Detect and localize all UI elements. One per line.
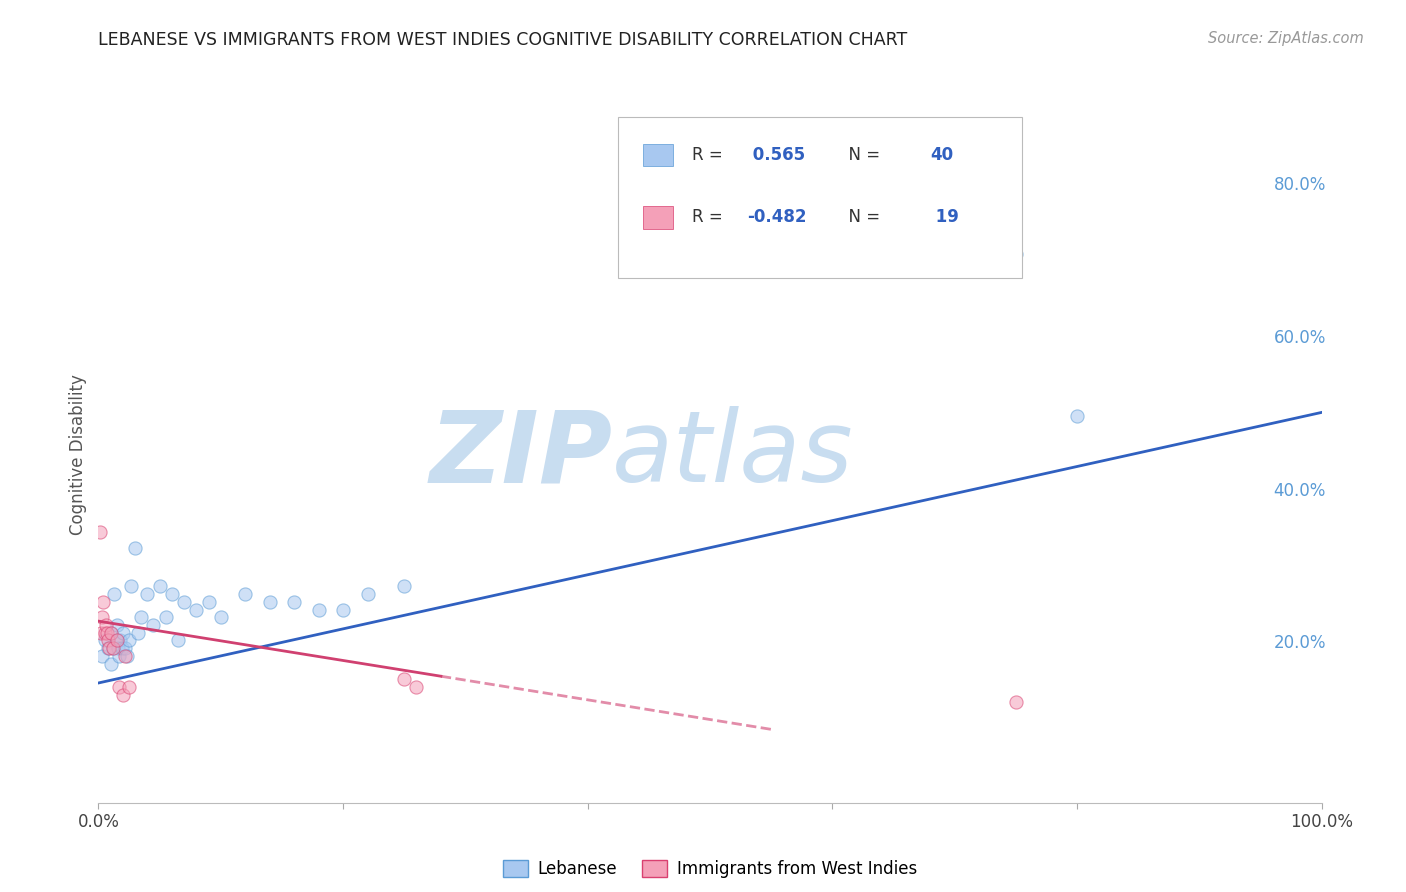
Point xyxy=(214,611,236,625)
Point xyxy=(181,611,204,625)
Point xyxy=(186,680,209,694)
Point xyxy=(186,634,208,648)
Point xyxy=(167,619,190,633)
Point xyxy=(179,581,201,595)
Point xyxy=(167,641,190,656)
Text: N =: N = xyxy=(835,145,883,163)
Text: -0.482: -0.482 xyxy=(754,207,813,225)
Text: 0.565: 0.565 xyxy=(754,145,811,163)
Point xyxy=(170,619,193,633)
Text: Source: ZipAtlas.com: Source: ZipAtlas.com xyxy=(1208,31,1364,46)
Point xyxy=(173,626,195,640)
Point xyxy=(197,535,219,549)
Text: 19: 19 xyxy=(917,207,946,225)
FancyBboxPatch shape xyxy=(638,118,998,276)
Point xyxy=(208,581,231,595)
Point xyxy=(225,604,247,618)
Y-axis label: Cognitive Disability: Cognitive Disability xyxy=(69,370,87,531)
Point xyxy=(981,688,1004,702)
Point xyxy=(200,619,222,633)
Point xyxy=(405,581,427,595)
Point xyxy=(188,634,211,648)
Point xyxy=(240,589,263,603)
Text: ZIP: ZIP xyxy=(450,402,633,499)
Point xyxy=(174,634,197,648)
Text: atlas: atlas xyxy=(633,402,875,499)
FancyBboxPatch shape xyxy=(661,205,688,227)
Point xyxy=(981,245,1004,260)
Point xyxy=(188,641,211,656)
Point xyxy=(194,573,217,587)
Text: 40: 40 xyxy=(917,145,939,163)
Point xyxy=(172,611,194,625)
Point xyxy=(177,634,200,648)
Point xyxy=(186,619,209,633)
Point xyxy=(219,573,242,587)
Point xyxy=(235,626,257,640)
Text: R =: R = xyxy=(704,145,740,163)
Text: R =: R = xyxy=(704,207,740,225)
Point xyxy=(176,649,198,664)
Point xyxy=(169,589,191,603)
Legend: Lebanese, Immigrants from West Indies: Lebanese, Immigrants from West Indies xyxy=(506,843,935,875)
Point xyxy=(360,596,382,610)
Point xyxy=(437,573,460,587)
Point xyxy=(252,596,274,610)
Point xyxy=(183,641,205,656)
Point xyxy=(167,604,190,618)
Point xyxy=(170,626,193,640)
Point xyxy=(181,626,204,640)
Point xyxy=(191,673,214,687)
Point xyxy=(176,619,198,633)
Point xyxy=(177,634,200,648)
Point xyxy=(318,589,340,603)
Point xyxy=(263,589,285,603)
Point xyxy=(191,626,214,640)
Text: LEBANESE VS IMMIGRANTS FROM WEST INDIES COGNITIVE DISABILITY CORRELATION CHART: LEBANESE VS IMMIGRANTS FROM WEST INDIES … xyxy=(98,31,908,49)
Point xyxy=(1036,405,1059,419)
Point xyxy=(231,581,253,595)
Point xyxy=(437,665,460,679)
Point xyxy=(339,589,361,603)
Point xyxy=(183,673,205,687)
Point xyxy=(295,581,318,595)
Point xyxy=(181,626,204,640)
Point xyxy=(274,604,297,618)
FancyBboxPatch shape xyxy=(661,143,688,165)
Point xyxy=(172,619,194,633)
Point xyxy=(176,619,198,633)
Point xyxy=(447,673,470,687)
Point xyxy=(166,520,188,534)
Point xyxy=(184,626,207,640)
Point xyxy=(181,634,204,648)
Point xyxy=(190,641,212,656)
Text: N =: N = xyxy=(835,207,883,225)
Point xyxy=(382,596,405,610)
Point xyxy=(202,604,225,618)
Point xyxy=(173,634,195,648)
